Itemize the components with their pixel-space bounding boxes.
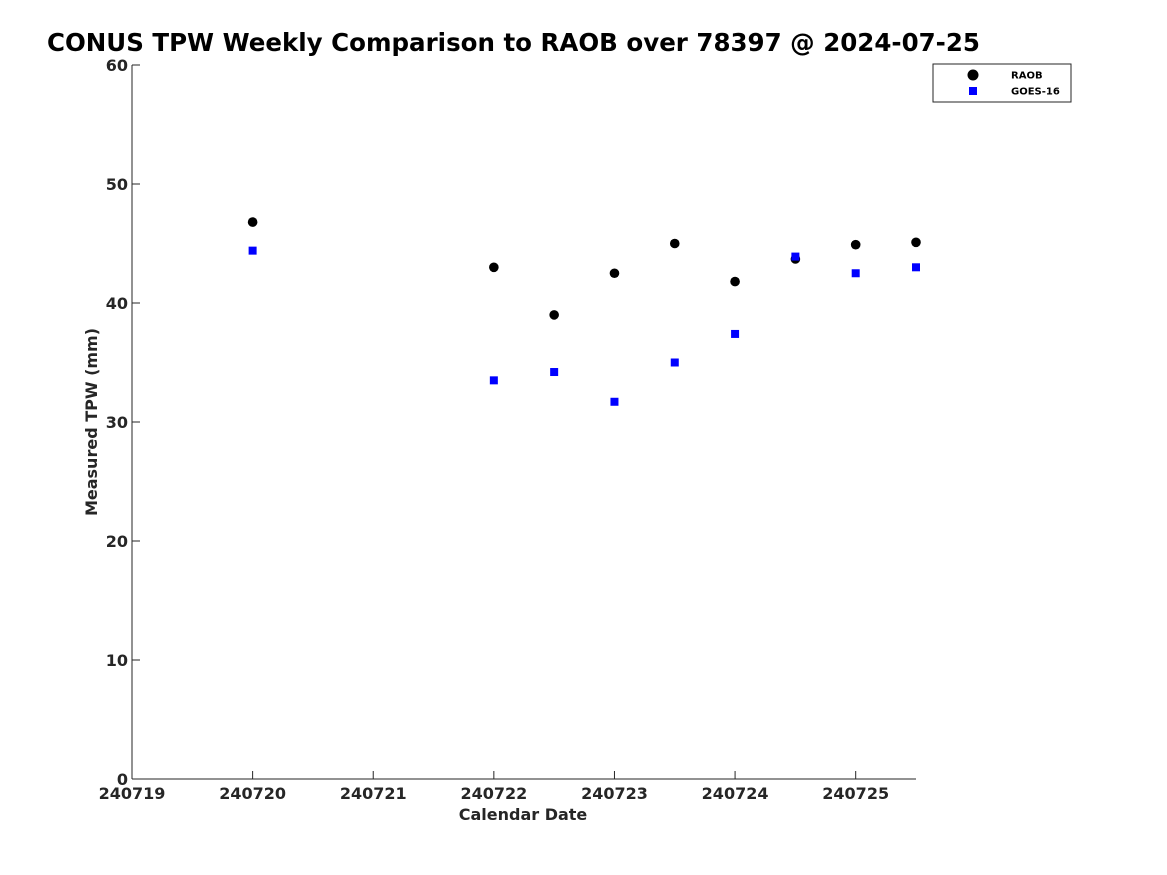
x-tick-label: 240719: [99, 784, 166, 803]
chart-title: CONUS TPW Weekly Comparison to RAOB over…: [47, 28, 980, 57]
goes-16-point: [670, 358, 679, 367]
y-tick-label: 20: [106, 532, 128, 551]
goes-16-point: [489, 376, 498, 385]
raob-point: [247, 217, 258, 227]
legend-marker-0: [967, 69, 979, 81]
y-tick-label: 30: [106, 413, 128, 432]
x-tick-label: 240723: [581, 784, 648, 803]
y-tick-label: 0: [117, 770, 128, 789]
goes-16-point: [550, 368, 559, 377]
raob-point: [669, 238, 680, 249]
x-tick-label: 240721: [340, 784, 407, 803]
legend-marker-1: [969, 87, 977, 95]
y-tick-label: 60: [106, 56, 128, 75]
raob-point: [549, 310, 559, 320]
y-axis-label: Measured TPW (mm): [82, 328, 101, 516]
goes-16-point: [731, 329, 740, 338]
legend-box: [932, 63, 1072, 103]
raob-point: [850, 239, 861, 250]
goes-16-point: [912, 263, 920, 272]
x-axis-label: Calendar Date: [459, 805, 588, 824]
raob-point: [911, 237, 921, 248]
y-tick-label: 10: [106, 651, 128, 670]
legend-label-0: RAOB: [1011, 71, 1043, 82]
goes-16-point: [851, 269, 860, 278]
x-tick-label: 240722: [460, 784, 527, 803]
goes-16-point: [248, 246, 257, 255]
raob-point: [489, 262, 499, 273]
y-tick-label: 40: [106, 294, 128, 313]
raob-point: [609, 268, 620, 279]
goes-16-point: [610, 397, 619, 406]
x-tick-label: 240725: [822, 784, 889, 803]
goes-16-point: [791, 252, 800, 261]
x-tick-label: 240720: [219, 784, 286, 803]
raob-point: [730, 276, 740, 287]
legend-label-1: GOES-16: [1011, 87, 1060, 98]
x-tick-label: 240724: [702, 784, 769, 803]
y-tick-label: 50: [106, 175, 128, 194]
